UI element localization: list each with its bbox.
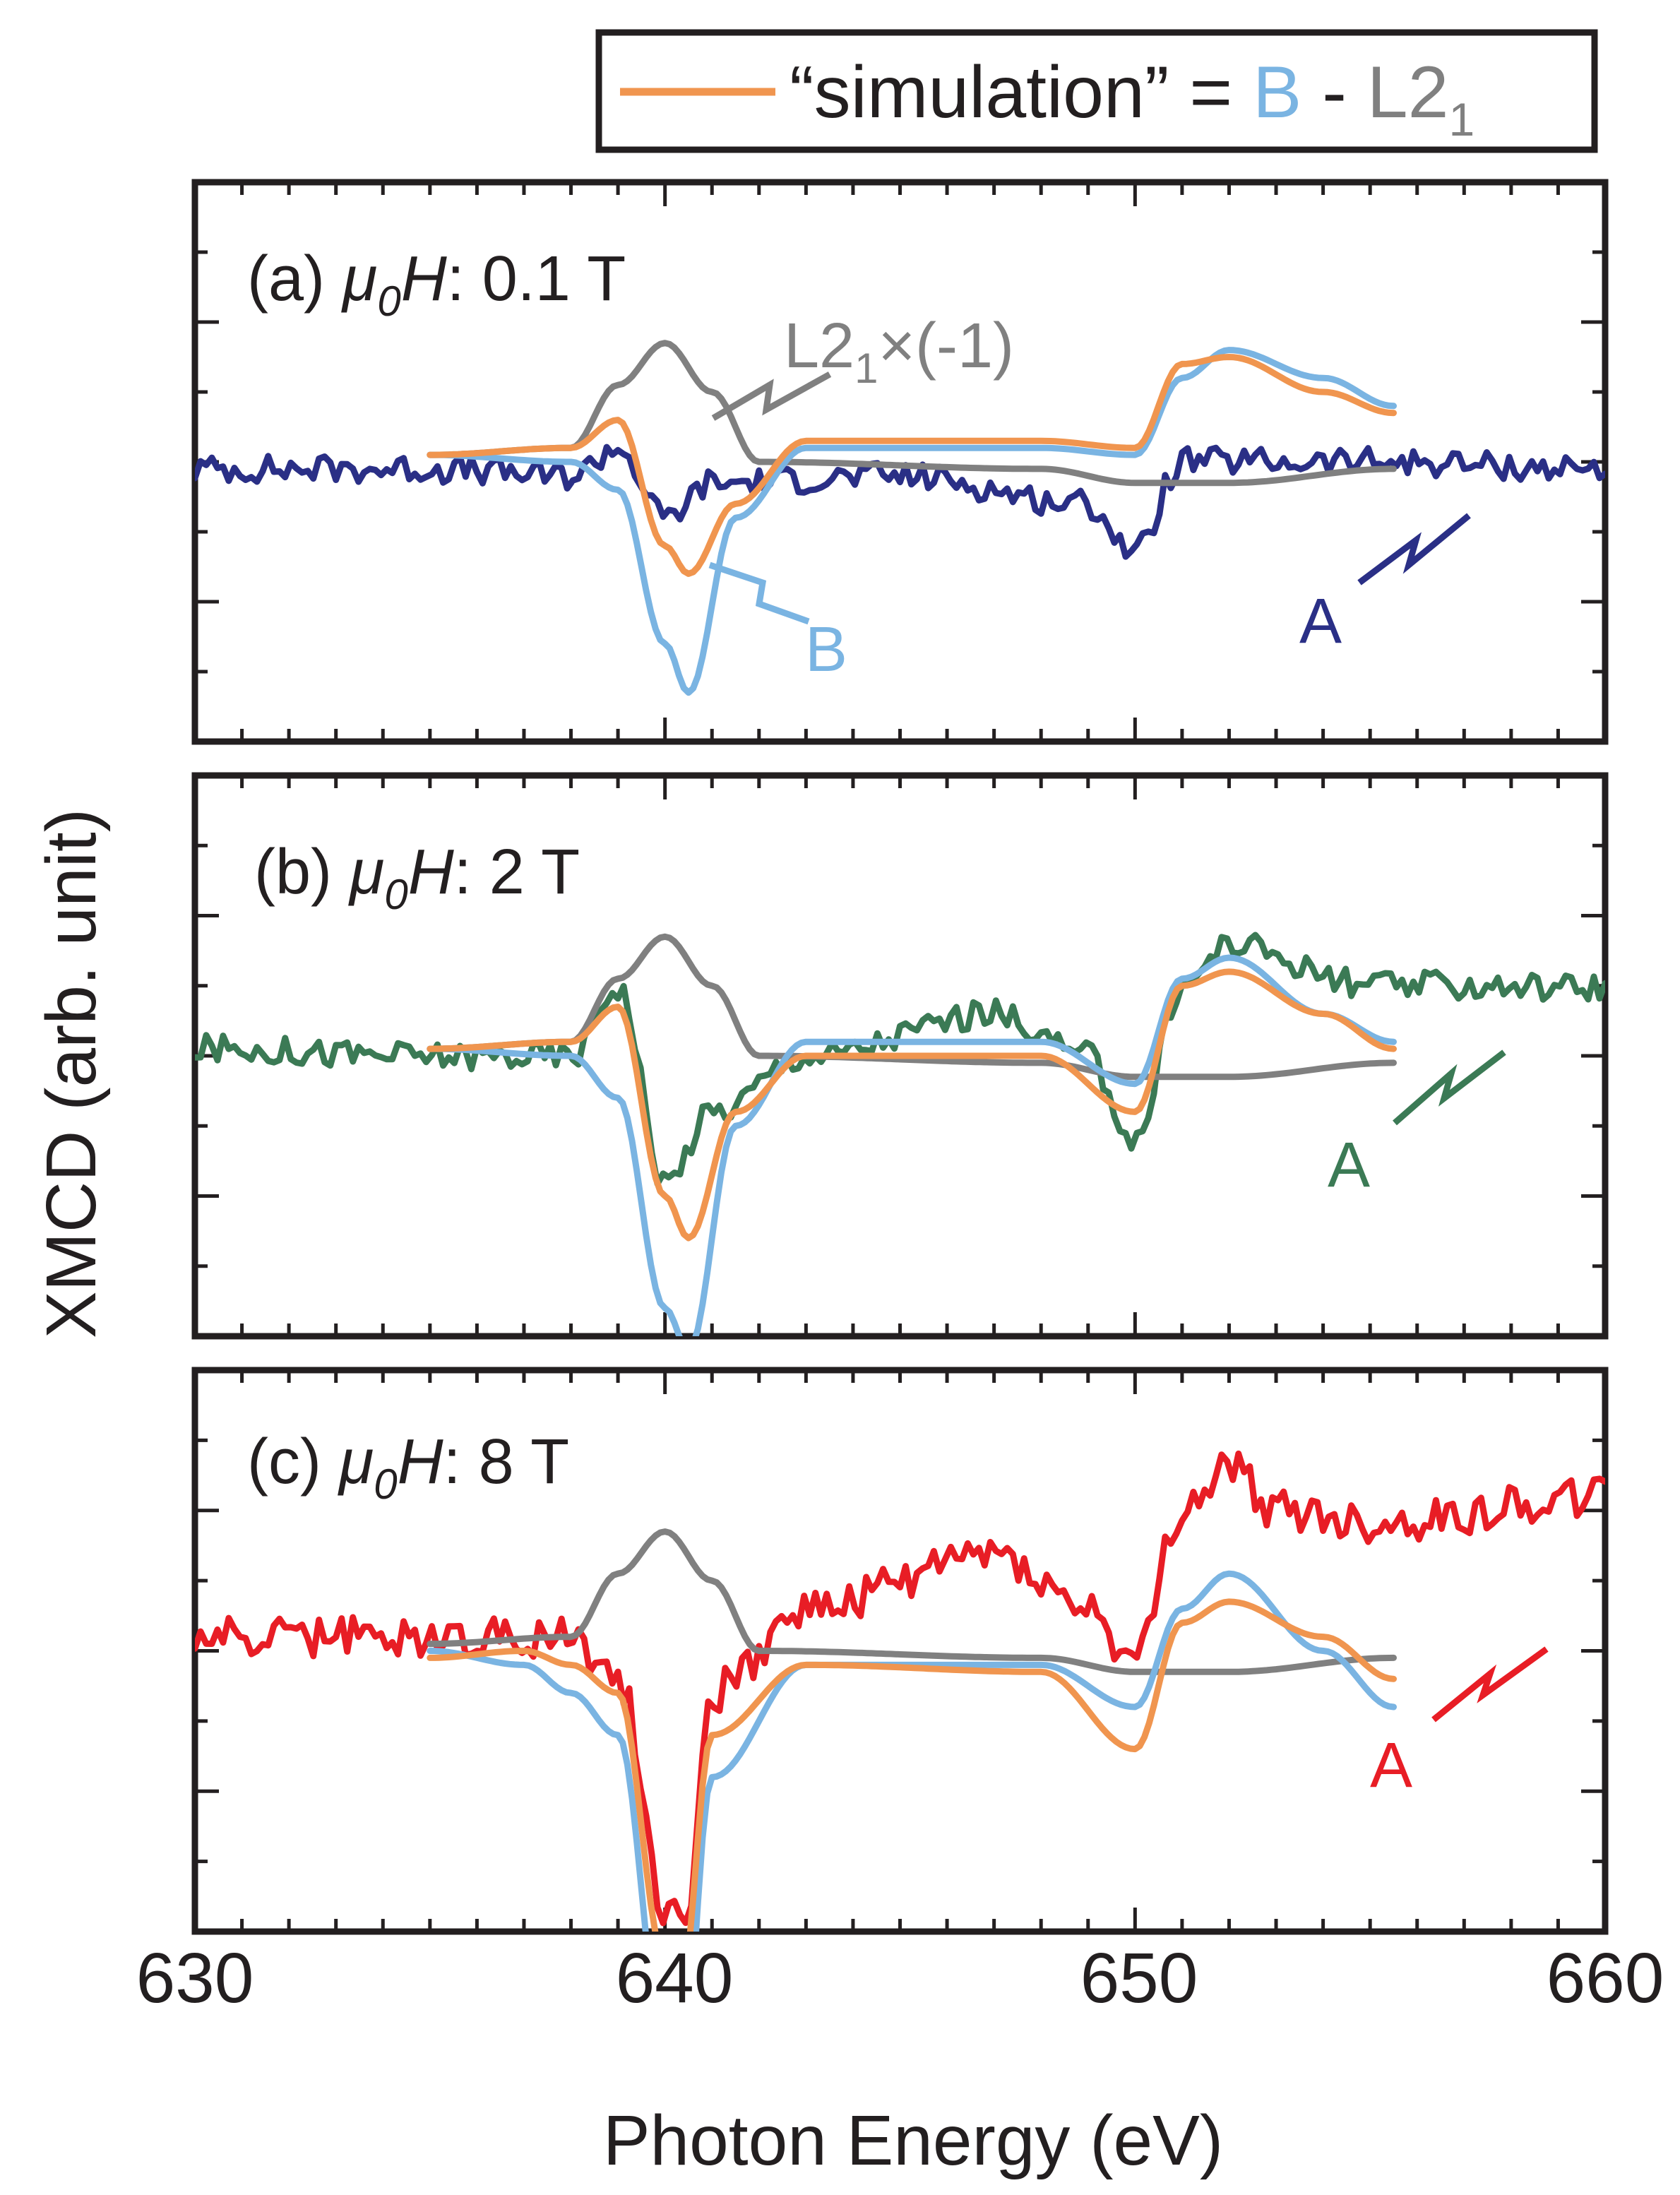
annot-L21-pointer [711, 371, 832, 421]
x-tick-label-660: 660 [1547, 1939, 1664, 2018]
series-a-line [195, 932, 1605, 1187]
legend-minus: - [1301, 52, 1366, 133]
series-simulation-line [427, 968, 1397, 1242]
annot-A-b-label: A [1328, 1130, 1370, 1201]
legend-L2: L2 [1367, 52, 1449, 133]
legend-text: “simulation” = B - L21 [790, 52, 1475, 145]
panel-a [191, 179, 1609, 745]
x-tick-label-650: 650 [1080, 1939, 1198, 2018]
series-l2-1-1--line [427, 1528, 1397, 1675]
annot-A-a-label: A [1299, 586, 1342, 657]
series-simulation-line [427, 1598, 1397, 1932]
annot-A-a-pointer [1357, 513, 1471, 585]
panel-a-label: (a) μ0H: 0.1 T [247, 244, 626, 325]
series-b-line [427, 954, 1397, 1336]
x-axis-label: Photon Energy (eV) [603, 2101, 1223, 2180]
x-tick-label-640: 640 [616, 1939, 734, 2018]
legend-B: B [1253, 52, 1301, 133]
annot-L21-label: L21×(-1) [784, 311, 1014, 392]
x-tick-label-630: 630 [136, 1939, 254, 2018]
series-simulation-line [427, 354, 1397, 577]
legend-L2-sub: 1 [1448, 93, 1475, 145]
series-l2-1-1--line [427, 340, 1397, 487]
panel-c-label: (c) μ0H: 8 T [247, 1427, 569, 1508]
annot-A-c-pointer [1431, 1646, 1549, 1723]
legend-prefix: “simulation” = [790, 52, 1253, 133]
series-a-line [195, 444, 1605, 560]
annot-B-pointer [708, 561, 810, 625]
annot-A-b-pointer [1393, 1049, 1506, 1126]
panel-b-label: (b) μ0H: 2 T [254, 837, 580, 918]
panel-c [191, 1367, 1609, 1935]
series-b-line [427, 347, 1397, 696]
panel-b [191, 772, 1609, 1340]
legend: “simulation” = B - L21 [595, 29, 1598, 153]
series-a-line [195, 1450, 1605, 1927]
annot-A-c-label: A [1370, 1730, 1412, 1801]
y-axis-label: XMCD (arb. unit) [32, 809, 111, 1338]
annot-B-label: B [805, 614, 847, 685]
series-l2-1-1--line [427, 933, 1397, 1081]
